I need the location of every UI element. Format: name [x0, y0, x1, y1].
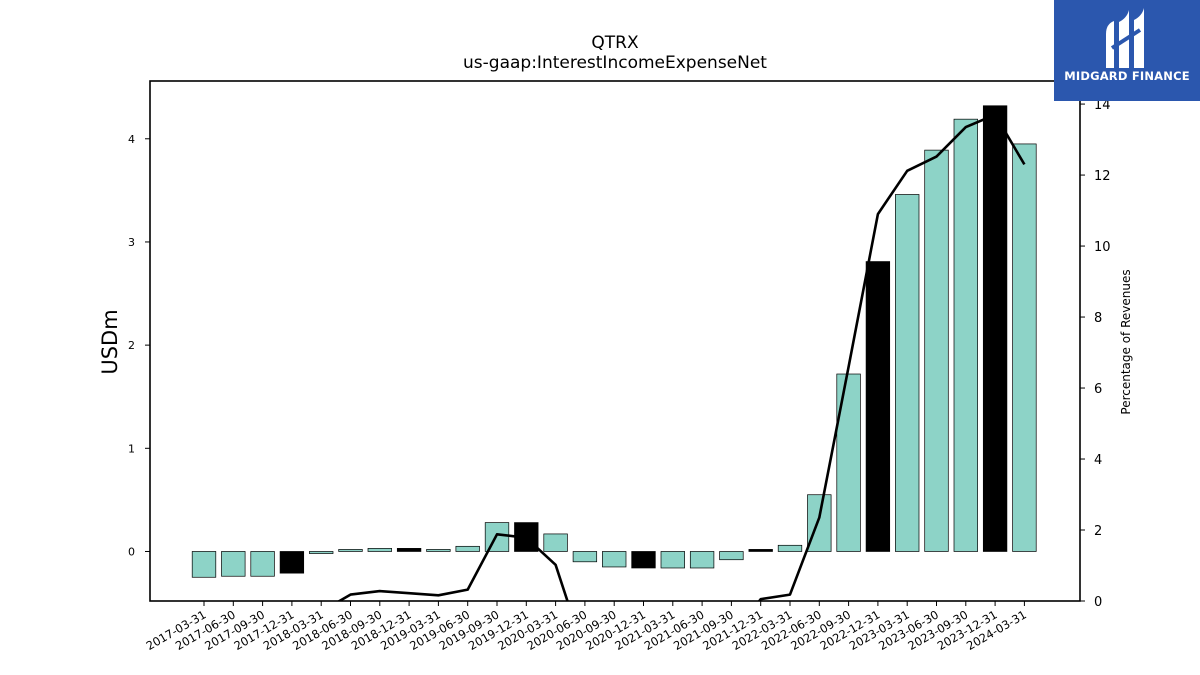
bar-2023-03-31 — [895, 194, 920, 552]
y2-tick-label: 8 — [1094, 311, 1102, 326]
y-tick-label: 3 — [128, 236, 135, 249]
bar-2024-03-31 — [1012, 143, 1037, 552]
bar-2022-03-31 — [777, 544, 803, 552]
logo-text: MIDGARD FINANCE — [1064, 69, 1190, 83]
y-tick-label: 2 — [128, 339, 135, 352]
bar-2018-06-30 — [338, 549, 363, 552]
plot-frame — [149, 80, 1081, 602]
bar-2022-06-30 — [807, 494, 832, 552]
y-axis-label: USDm — [98, 309, 122, 374]
bar-2021-06-30 — [689, 551, 715, 569]
y-tick-label: 0 — [128, 545, 135, 558]
y2-tick-label: 4 — [1094, 453, 1102, 468]
y2-tick-label: 10 — [1094, 240, 1111, 255]
bar-2023-06-30 — [924, 149, 949, 552]
y2-tick-label: 12 — [1094, 169, 1111, 184]
bar-2018-03-31 — [309, 551, 334, 554]
y-tick-label: 1 — [128, 442, 135, 455]
bar-2018-12-31 — [396, 548, 422, 552]
bar-2018-09-30 — [367, 548, 392, 552]
y2-tick-label: 14 — [1094, 98, 1111, 113]
bar-2022-12-31 — [865, 261, 891, 552]
bar-2021-09-30 — [719, 551, 744, 561]
bar-2017-09-30 — [250, 551, 275, 577]
bar-2023-09-30 — [953, 118, 978, 552]
bar-2017-03-31 — [191, 551, 217, 578]
bar-2020-09-30 — [602, 551, 627, 568]
bar-2020-12-31 — [631, 551, 656, 569]
bar-2021-03-31 — [660, 551, 685, 569]
y2-tick-label: 0 — [1094, 595, 1102, 610]
bar-2019-03-31 — [426, 549, 451, 552]
logo: MIDGARD FINANCE — [1054, 0, 1200, 101]
bar-2022-09-30 — [836, 373, 861, 552]
y2-axis: 0 2 4 6 8 10 12 14 — [1080, 98, 1111, 610]
y2-tick-label: 6 — [1094, 382, 1102, 397]
bar-2017-06-30 — [221, 551, 246, 577]
bars-group — [191, 105, 1037, 578]
bar-2017-12-31 — [279, 551, 305, 574]
y-tick-label: 4 — [128, 133, 135, 146]
bar-2019-06-30 — [455, 545, 480, 552]
y2-tick-label: 2 — [1094, 524, 1102, 539]
bar-2023-12-31 — [982, 105, 1008, 552]
bar-2020-06-30 — [572, 551, 598, 563]
x-axis: 2017-03-312017-06-302017-09-302017-12-31… — [144, 601, 1029, 653]
chart-subtitle: us-gaap:InterestIncomeExpenseNet — [463, 53, 767, 73]
chart-title: QTRX — [591, 33, 639, 53]
y-axis: 0 1 2 3 4 — [128, 133, 150, 558]
midgard-logo-icon — [1106, 8, 1144, 68]
bar-2021-12-31 — [748, 549, 773, 552]
y2-axis-label: Percentage of Revenues — [1119, 269, 1133, 414]
bar-2020-03-31 — [543, 533, 568, 552]
